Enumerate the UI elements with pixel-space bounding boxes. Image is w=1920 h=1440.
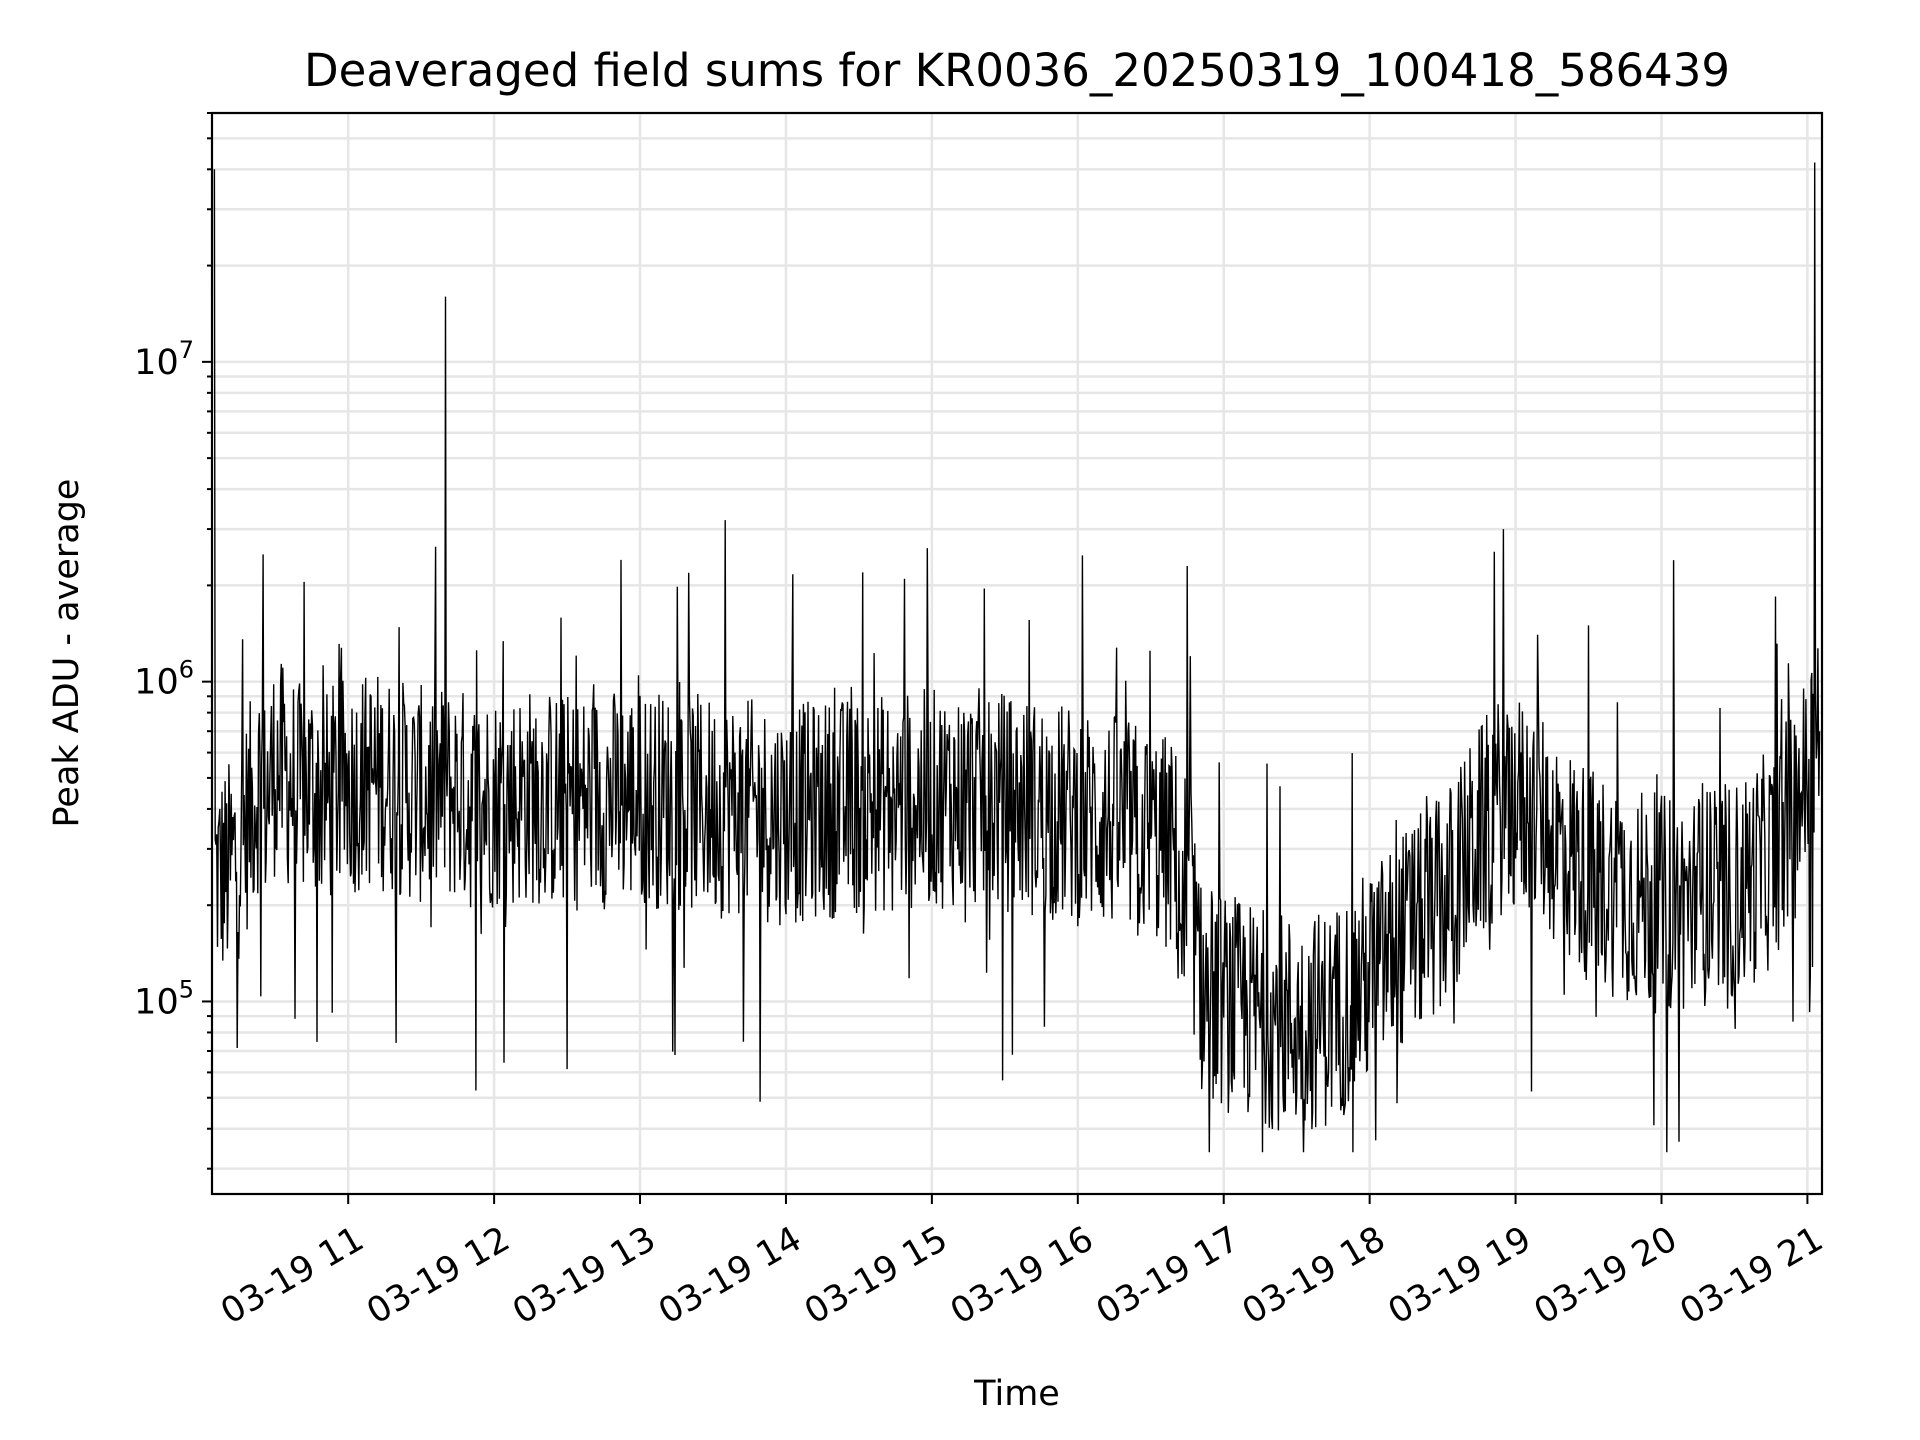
y-axis-label: Peak ADU - average: [47, 479, 87, 828]
chart-title: Deaveraged field sums for KR0036_2025031…: [304, 44, 1730, 97]
y-tick-label: 105: [134, 975, 194, 1022]
y-tick-label: 107: [134, 336, 194, 383]
series-line: [213, 162, 1821, 1153]
data-series: [213, 162, 1821, 1153]
x-axis-label: Time: [973, 1374, 1060, 1414]
y-tick-label: 106: [134, 656, 194, 703]
y-axis: 105 106 107: [134, 112, 212, 1170]
axes-frame: [210, 111, 1824, 1196]
